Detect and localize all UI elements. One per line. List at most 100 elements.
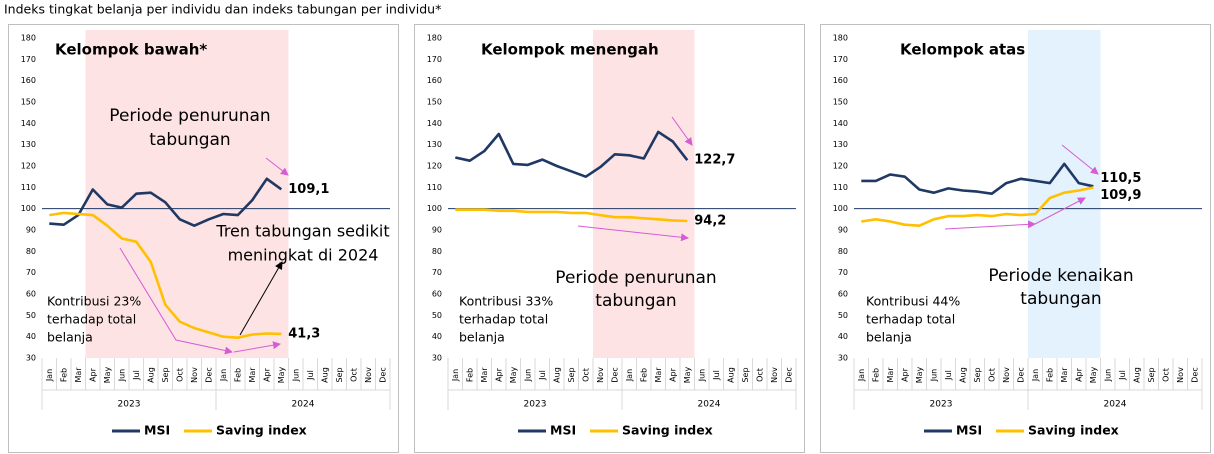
y-tick-label: 90 xyxy=(26,226,36,235)
legend-label: Saving index xyxy=(216,423,307,438)
x-tick-label: May xyxy=(509,366,518,383)
annotation: belanja xyxy=(47,330,93,345)
y-tick-label: 40 xyxy=(26,332,36,341)
y-tick-label: 130 xyxy=(427,140,442,149)
x-tick-label: Aug xyxy=(1132,367,1141,383)
y-tick-label: 180 xyxy=(21,34,36,43)
y-tick-label: 130 xyxy=(21,140,36,149)
y-tick-label: 150 xyxy=(21,98,36,107)
y-tick-label: 50 xyxy=(26,311,36,320)
y-tick-label: 170 xyxy=(21,55,36,64)
series-line xyxy=(861,162,1094,195)
value-label: 94,2 xyxy=(694,214,726,229)
series-line xyxy=(861,186,1094,227)
x-tick-label: Nov xyxy=(364,367,373,383)
annotation: Periode penurunan xyxy=(109,106,270,126)
x-tick-label: Oct xyxy=(987,368,996,382)
x-tick-label: Nov xyxy=(1176,367,1185,383)
y-tick-label: 180 xyxy=(427,34,442,43)
y-tick-label: 150 xyxy=(427,98,442,107)
y-tick-label: 110 xyxy=(427,183,442,192)
x-tick-label: Apr xyxy=(1074,367,1083,382)
year-label: 2023 xyxy=(524,400,547,410)
year-label: 2023 xyxy=(930,400,953,410)
annotation: Periode penurunan xyxy=(555,268,716,288)
panel: 30 40 50 60 70 80 90 100 110 120 130 140 150 160 170 18… xyxy=(414,24,805,453)
legend-label: Saving index xyxy=(1028,423,1119,438)
x-tick-label: Feb xyxy=(871,368,880,382)
x-tick-label: Jun xyxy=(291,369,300,383)
y-tick-label: 120 xyxy=(427,162,442,171)
value-label: 41,3 xyxy=(288,326,320,341)
x-tick-label: Mar xyxy=(654,367,663,383)
x-tick-label: Jul xyxy=(1118,370,1127,381)
y-tick-label: 110 xyxy=(833,183,848,192)
x-tick-label: Jun xyxy=(523,369,532,383)
x-tick-label: Oct xyxy=(349,368,358,382)
series-line xyxy=(455,208,688,223)
legend-label: MSI xyxy=(144,423,170,438)
y-tick-label: 80 xyxy=(838,247,848,256)
y-tick-label: 140 xyxy=(833,119,848,128)
x-tick-label: Oct xyxy=(175,368,184,382)
y-tick-label: 90 xyxy=(838,226,848,235)
value-label: 109,1 xyxy=(288,182,329,197)
x-tick-label: Jan xyxy=(451,369,460,382)
y-tick-label: 30 xyxy=(26,354,36,363)
x-tick-label: Feb xyxy=(1045,368,1054,382)
arrow xyxy=(671,116,693,146)
arrow xyxy=(944,220,1036,230)
panel: 30 40 50 60 70 80 90 100 110 120 130 140 150 160 170 18… xyxy=(820,24,1211,453)
x-tick-label: Jul xyxy=(712,370,721,381)
y-tick-label: 70 xyxy=(26,268,36,277)
year-label: 2024 xyxy=(698,400,721,410)
arrows xyxy=(119,116,1099,355)
y-tick-label: 70 xyxy=(432,268,442,277)
x-tick-label: Dec xyxy=(1016,367,1025,382)
arrow xyxy=(239,261,283,336)
arrow xyxy=(119,247,233,355)
y-tick-label: 60 xyxy=(432,290,442,299)
x-tick-label: Mar xyxy=(480,367,489,383)
x-tick-label: Nov xyxy=(1002,367,1011,383)
x-tick-label: Nov xyxy=(596,367,605,383)
y-tick-label: 160 xyxy=(21,76,36,85)
x-tick-label: Jan xyxy=(45,369,54,382)
arrow xyxy=(1034,197,1086,225)
panel-title: Kelompok menengah xyxy=(481,41,659,59)
annotation: belanja xyxy=(459,330,505,345)
annotation: Kontribusi 33% xyxy=(459,294,553,309)
year-label: 2024 xyxy=(1104,400,1127,410)
x-tick-label: Apr xyxy=(88,367,97,382)
x-tick-label: Nov xyxy=(190,367,199,383)
annotation: Tren tabungan sedikit xyxy=(215,222,389,241)
x-tick-label: Jun xyxy=(117,369,126,383)
y-tick-label: 90 xyxy=(432,226,442,235)
series-line xyxy=(455,130,689,178)
y-tick-label: 160 xyxy=(833,76,848,85)
arrow xyxy=(577,225,689,242)
x-tick-label: Feb xyxy=(639,368,648,382)
legend-label: Saving index xyxy=(622,423,713,438)
y-tick-label: 120 xyxy=(833,162,848,171)
y-tick-label: 50 xyxy=(432,311,442,320)
x-tick-label: Aug xyxy=(320,367,329,383)
value-label: 109,9 xyxy=(1100,188,1141,203)
panel-frame xyxy=(820,24,1211,453)
y-tick-label: 80 xyxy=(26,247,36,256)
panel: 30 40 50 60 70 80 90 100 110 120 130 140 150 160 170 18… xyxy=(8,24,399,453)
x-tick-label: Jan xyxy=(1031,369,1040,382)
x-tick-label: Dec xyxy=(378,367,387,382)
y-tick-label: 110 xyxy=(21,183,36,192)
x-tick-label: Mar xyxy=(886,367,895,383)
annotation: Kontribusi 23% xyxy=(47,294,141,309)
x-tick-label: Sep xyxy=(1147,367,1156,382)
y-tick-label: 100 xyxy=(833,204,848,213)
x-tick-label: Mar xyxy=(1060,367,1069,383)
x-tick-label: May xyxy=(915,366,924,383)
x-tick-label: May xyxy=(103,366,112,383)
panel-title: Kelompok atas xyxy=(900,41,1025,59)
x-tick-label: Aug xyxy=(726,367,735,383)
year-label: 2024 xyxy=(292,400,315,410)
